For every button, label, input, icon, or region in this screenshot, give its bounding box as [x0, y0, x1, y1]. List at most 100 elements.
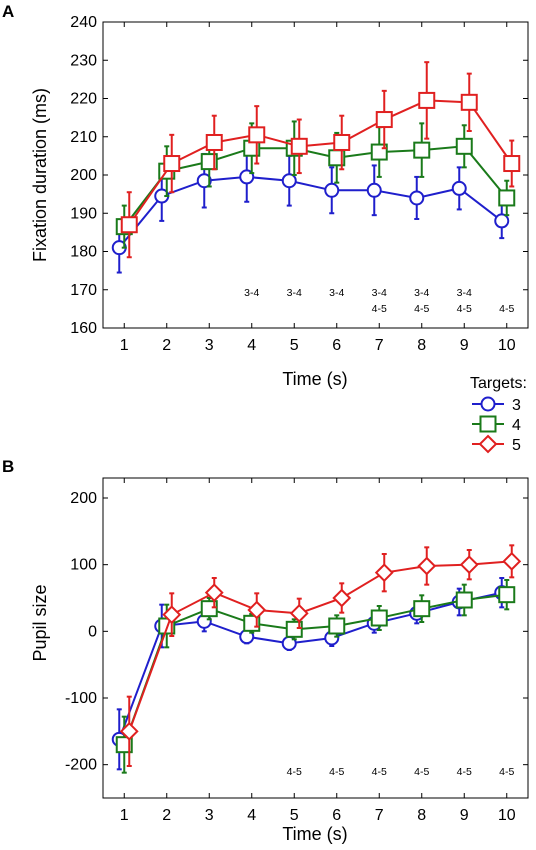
- x-tick-label: 5: [290, 807, 299, 824]
- data-point: [459, 555, 479, 575]
- y-axis-label: Pupil size: [30, 584, 50, 661]
- x-tick-label: 9: [460, 807, 469, 824]
- significance-label: 4-5: [499, 303, 514, 315]
- data-point: [498, 189, 516, 207]
- data-point: [200, 600, 218, 618]
- series-4: [115, 579, 516, 774]
- y-tick-label: 100: [70, 557, 97, 574]
- data-point: [333, 133, 351, 151]
- data-point: [204, 583, 224, 603]
- y-tick-label: 210: [70, 129, 97, 146]
- x-tick-label: 3: [205, 807, 214, 824]
- legend-title: Targets:: [470, 375, 527, 392]
- data-point: [413, 600, 431, 618]
- x-tick-label: 10: [498, 337, 516, 354]
- significance-label: 4-5: [329, 766, 344, 778]
- significance-label: 3-4: [457, 287, 472, 299]
- y-tick-label: -200: [65, 757, 97, 774]
- y-tick-label: 0: [88, 623, 97, 640]
- legend-entry-5: 5: [472, 434, 521, 454]
- y-tick-label: 200: [70, 167, 97, 184]
- series-line: [123, 593, 507, 746]
- y-axis-label: Fixation duration (ms): [30, 88, 50, 262]
- legend-label: 5: [512, 437, 521, 454]
- data-point: [375, 111, 393, 129]
- x-tick-label: 6: [332, 807, 341, 824]
- legend-marker: [480, 396, 496, 412]
- significance-label: 3-4: [414, 287, 429, 299]
- series-line: [118, 175, 503, 249]
- x-tick-label: 6: [332, 337, 341, 354]
- data-point: [502, 551, 522, 571]
- data-point: [332, 588, 352, 608]
- x-tick-label: 8: [417, 337, 426, 354]
- data-point: [366, 182, 382, 198]
- x-tick-label: 7: [375, 337, 384, 354]
- data-point: [374, 563, 394, 583]
- x-tick-label: 2: [162, 807, 171, 824]
- data-point: [370, 609, 388, 627]
- data-point: [503, 155, 521, 173]
- x-tick-label: 4: [247, 337, 256, 354]
- x-tick-label: 1: [120, 807, 129, 824]
- y-tick-label: 220: [70, 91, 97, 108]
- data-point: [417, 556, 437, 576]
- series-5: [119, 544, 522, 767]
- data-point: [289, 603, 309, 623]
- data-point: [494, 213, 510, 229]
- plot-frame: [102, 477, 529, 799]
- data-point: [413, 141, 431, 159]
- significance-label: 4-5: [457, 766, 472, 778]
- legend-entry-3: 3: [472, 396, 521, 414]
- significance-label: 4-5: [287, 766, 302, 778]
- data-point: [119, 721, 139, 741]
- data-point: [324, 182, 340, 198]
- data-point: [409, 190, 425, 206]
- legend-marker: [479, 415, 497, 433]
- data-point: [205, 133, 223, 151]
- x-tick-label: 5: [290, 337, 299, 354]
- data-point: [328, 617, 346, 635]
- y-tick-label: 190: [70, 205, 97, 222]
- y-tick-label: 160: [70, 320, 97, 337]
- legend-entry-4: 4: [472, 415, 521, 434]
- data-point: [290, 137, 308, 155]
- x-tick-label: 3: [205, 337, 214, 354]
- data-point: [162, 605, 182, 625]
- significance-label: 4-5: [499, 766, 514, 778]
- series-line: [128, 560, 512, 732]
- data-point: [455, 591, 473, 609]
- data-point: [196, 173, 212, 189]
- y-tick-label: 170: [70, 282, 97, 299]
- panel-a: A Time (s) Fixation duration (ms) 160 170…: [2, 2, 529, 389]
- x-tick-label: 10: [498, 807, 516, 824]
- y-tick-label: -100: [65, 690, 97, 707]
- y-tick-label: 240: [70, 14, 97, 31]
- significance-label: 3-4: [287, 287, 302, 299]
- legend-marker: [478, 434, 498, 454]
- panel-b: B Time (s) Pupil size -200 -100 0 100 200 1 2 3…: [2, 457, 529, 844]
- x-tick-label: 2: [162, 337, 171, 354]
- data-point: [115, 736, 133, 754]
- data-point: [285, 620, 303, 638]
- data-point: [451, 180, 467, 196]
- data-point: [163, 155, 181, 173]
- series-line: [123, 145, 508, 228]
- panel-letter: B: [2, 457, 14, 476]
- significance-label: 4-5: [414, 303, 429, 315]
- x-tick-label: 1: [120, 337, 129, 354]
- significance-label: 4-5: [414, 766, 429, 778]
- y-tick-label: 200: [70, 490, 97, 507]
- significance-label: 4-5: [372, 303, 387, 315]
- data-point: [248, 126, 266, 144]
- data-point: [120, 216, 138, 234]
- data-point: [460, 93, 478, 111]
- x-tick-label: 7: [375, 807, 384, 824]
- panel-letter: A: [2, 2, 14, 21]
- legend-label: 3: [512, 397, 521, 414]
- data-point: [418, 91, 436, 109]
- series-line: [118, 591, 502, 740]
- x-tick-label: 9: [460, 337, 469, 354]
- data-point: [247, 600, 267, 620]
